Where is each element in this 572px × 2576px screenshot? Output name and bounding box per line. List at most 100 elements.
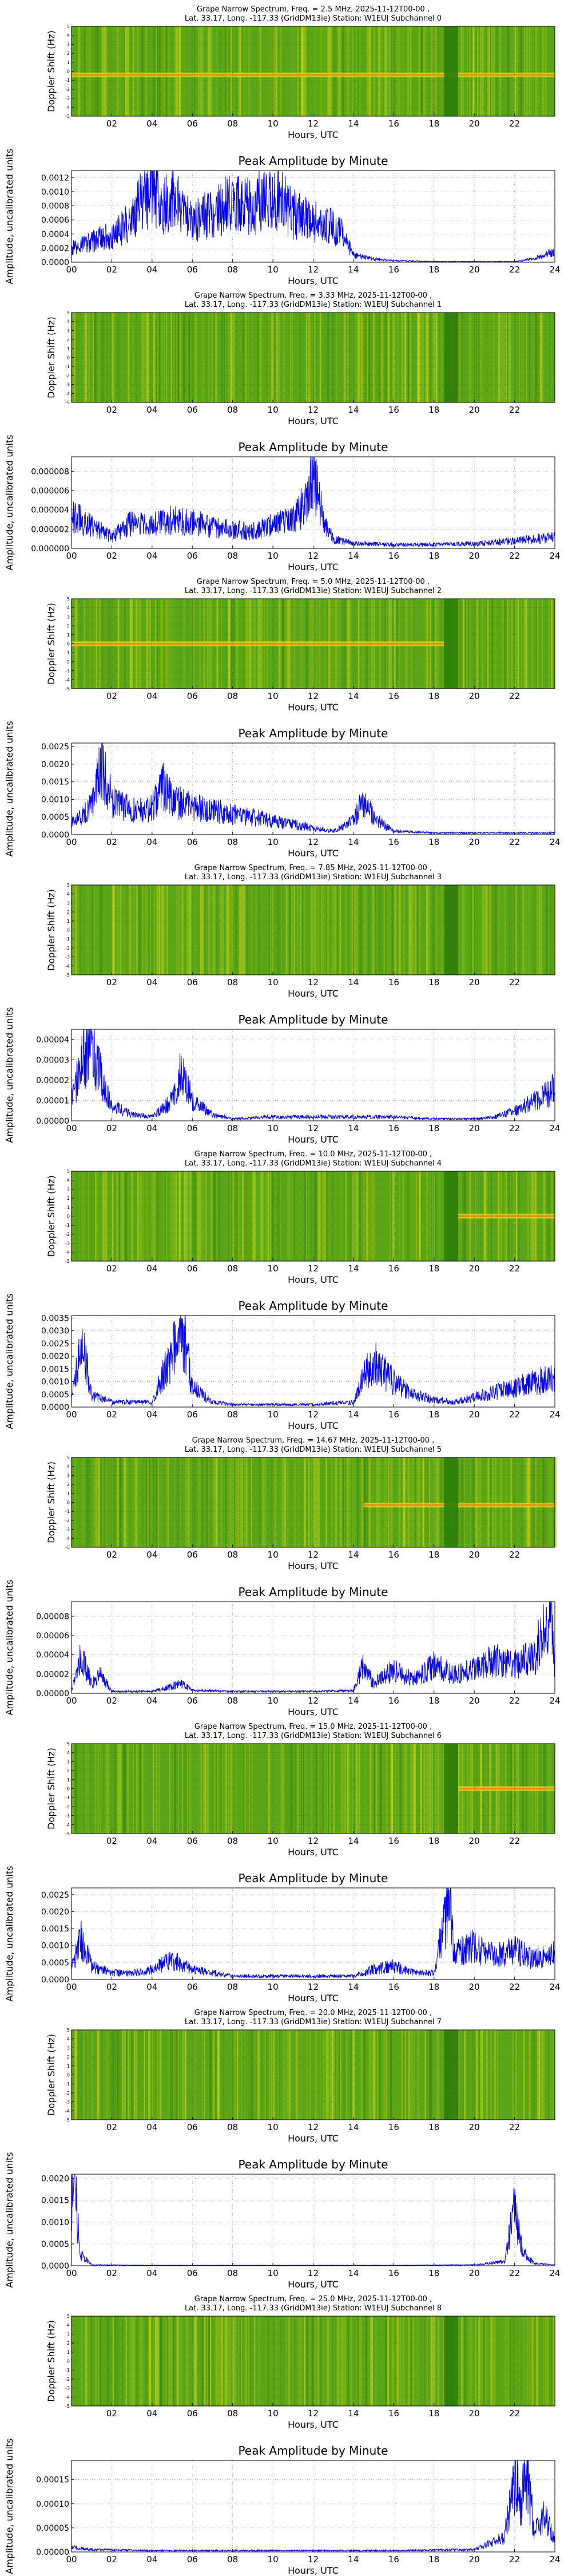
spectrogram-texture [525, 2316, 528, 2406]
x-tick-label: 22 [509, 2268, 520, 2278]
spectrogram-texture [367, 1744, 368, 1834]
spectrogram-texture [194, 2030, 197, 2120]
spectrogram-texture [276, 26, 277, 116]
spectrogram-texture [391, 1744, 393, 1834]
spectrogram-texture [204, 1457, 207, 1547]
x-tick-label: 08 [227, 1982, 238, 1992]
spectrogram-texture [428, 2316, 430, 2406]
spectrogram-texture [369, 2030, 372, 2120]
spectrogram-texture [399, 1744, 402, 1834]
spectrogram-texture [532, 599, 534, 689]
spectrogram-texture [372, 313, 375, 402]
spectrogram-texture [74, 885, 77, 975]
spectrogram-texture [370, 2030, 372, 2120]
spectrogram-texture [297, 26, 299, 116]
x-tick-label: 20 [469, 1123, 480, 1133]
spectrogram-texture [236, 1171, 238, 1261]
spectrogram-texture [354, 1457, 355, 1547]
spectrogram-texture [361, 2030, 363, 2120]
spectrogram-texture [521, 599, 522, 689]
spectrogram-texture [463, 599, 464, 689]
spectrogram-texture [519, 26, 521, 116]
spectrogram-texture [170, 1171, 172, 1261]
spectrogram-texture [300, 885, 301, 975]
spectrogram-texture [118, 26, 121, 116]
spectrogram-texture [283, 1744, 284, 1834]
spectrogram-texture [122, 1744, 125, 1834]
y-axis-label: Amplitude, uncalibrated units [4, 2438, 15, 2574]
spectrogram-texture [195, 885, 197, 975]
y-tick-label: -1 [65, 937, 70, 942]
spectrogram-texture [104, 26, 106, 116]
y-tick-label: -3 [65, 96, 70, 101]
spectrogram-texture [287, 1457, 290, 1547]
spectrogram-texture [523, 2030, 525, 2120]
y-tick-label: 1 [67, 346, 70, 351]
spectrogram-texture [472, 26, 475, 116]
spectrogram-texture [231, 1171, 233, 1261]
spectrogram-texture [260, 1171, 263, 1261]
spectrogram-texture [113, 885, 116, 975]
spectrogram-texture [141, 1744, 144, 1834]
spectrogram-texture [331, 885, 333, 975]
spectrogram-texture [97, 2030, 100, 2120]
spectrogram-texture [288, 1457, 291, 1547]
spectrogram-panel: Grape Narrow Spectrum, Freq. = 7.85 MHz,… [46, 864, 556, 999]
y-tick-label: 0.0030 [41, 1327, 69, 1336]
spectrogram-texture [479, 1457, 482, 1547]
spectrogram-texture [438, 1744, 439, 1834]
spectrogram-texture [384, 2030, 387, 2120]
spectrogram-texture [373, 2030, 375, 2120]
spectrogram-texture [166, 1457, 169, 1547]
spectrogram-texture [124, 1457, 126, 1547]
spectrogram-title: Grape Narrow Spectrum, Freq. = 10.0 MHz,… [194, 1150, 432, 1159]
spectrogram-texture [160, 2316, 162, 2406]
spectrogram-texture [531, 2316, 534, 2406]
spectrogram-texture [124, 1744, 126, 1834]
y-tick-label: 1 [67, 2350, 70, 2355]
x-tick-label: 12 [308, 1409, 319, 1420]
x-tick-label: 14 [348, 1409, 359, 1420]
spectrogram-texture [236, 2030, 237, 2120]
spectrogram-texture [383, 1457, 386, 1547]
spectrogram-texture [125, 1457, 128, 1547]
spectrogram-texture [382, 2030, 385, 2120]
spectrogram-texture [193, 2316, 196, 2406]
spectrogram-texture [213, 2030, 215, 2120]
spectrogram-texture [341, 26, 344, 116]
spectrogram-texture [181, 885, 184, 975]
spectrogram-texture [539, 313, 541, 402]
spectrogram-texture [234, 2030, 236, 2120]
y-tick-label: 1 [67, 1777, 70, 1783]
spectrogram-texture [348, 26, 349, 116]
spectrogram-texture [258, 26, 260, 116]
spectrogram-subtitle: Lat. 33.17, Long. -117.33 (GridDM13ie) S… [185, 1159, 442, 1168]
x-tick-label: 14 [348, 977, 359, 987]
x-tick-label: 08 [227, 118, 238, 129]
spectrogram-texture [494, 885, 497, 975]
spectrogram-texture [220, 1171, 223, 1261]
spectrogram-texture [364, 1457, 366, 1547]
spectrogram-texture [205, 1171, 207, 1261]
spectrogram-texture [318, 1171, 321, 1261]
spectrogram-texture [247, 313, 248, 402]
y-tick-label: 5 [67, 24, 70, 29]
spectrogram-texture [254, 885, 256, 975]
spectrogram-texture [353, 2316, 355, 2406]
spectrogram-texture [75, 1744, 77, 1834]
spectrogram-texture [249, 885, 252, 975]
spectrogram-texture [511, 2316, 514, 2406]
spectrogram-texture [405, 1744, 408, 1834]
spectrogram-texture [253, 1171, 256, 1261]
spectrogram-texture [199, 26, 202, 116]
x-tick-label: 16 [388, 1123, 399, 1133]
spectrogram-texture [325, 885, 327, 975]
spectrogram-texture [382, 885, 385, 975]
y-tick-label: 0.0000 [41, 1403, 69, 1412]
spectrogram-texture [76, 1171, 78, 1261]
spectrogram-texture [404, 2030, 405, 2120]
x-tick-label: 06 [187, 118, 198, 129]
spectrogram-texture [219, 2316, 221, 2406]
spectrogram-texture [153, 1457, 154, 1547]
